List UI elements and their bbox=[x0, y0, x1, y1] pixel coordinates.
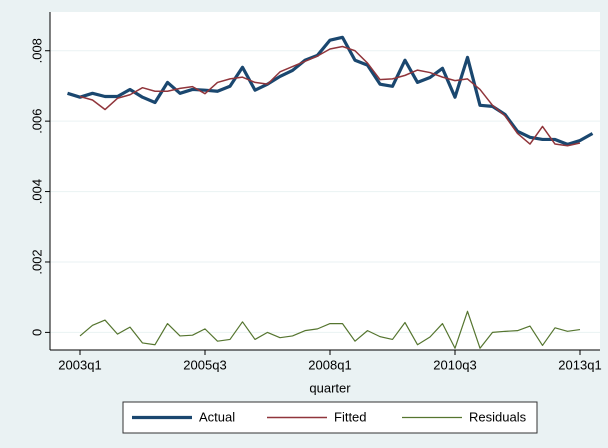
y-tick-label: .008 bbox=[29, 38, 44, 63]
series-line bbox=[79, 45, 581, 147]
legend-label: Residuals bbox=[469, 409, 527, 424]
y-tick-label: .002 bbox=[29, 249, 44, 274]
y-tick-label: .004 bbox=[29, 179, 44, 204]
legend-label: Actual bbox=[199, 409, 235, 424]
series-line bbox=[67, 35, 594, 146]
y-tick-label: 0 bbox=[29, 329, 44, 336]
x-axis-title: quarter bbox=[309, 380, 351, 395]
x-tick-label: 2003q1 bbox=[58, 357, 101, 372]
y-tick-label: .006 bbox=[29, 108, 44, 133]
x-tick-label: 2010q3 bbox=[433, 357, 476, 372]
series-line bbox=[79, 310, 581, 349]
legend-label: Fitted bbox=[334, 409, 367, 424]
x-tick-label: 2005q3 bbox=[183, 357, 226, 372]
plot-area bbox=[50, 12, 600, 350]
x-tick-label: 2013q1 bbox=[558, 357, 601, 372]
x-tick-label: 2008q1 bbox=[308, 357, 351, 372]
